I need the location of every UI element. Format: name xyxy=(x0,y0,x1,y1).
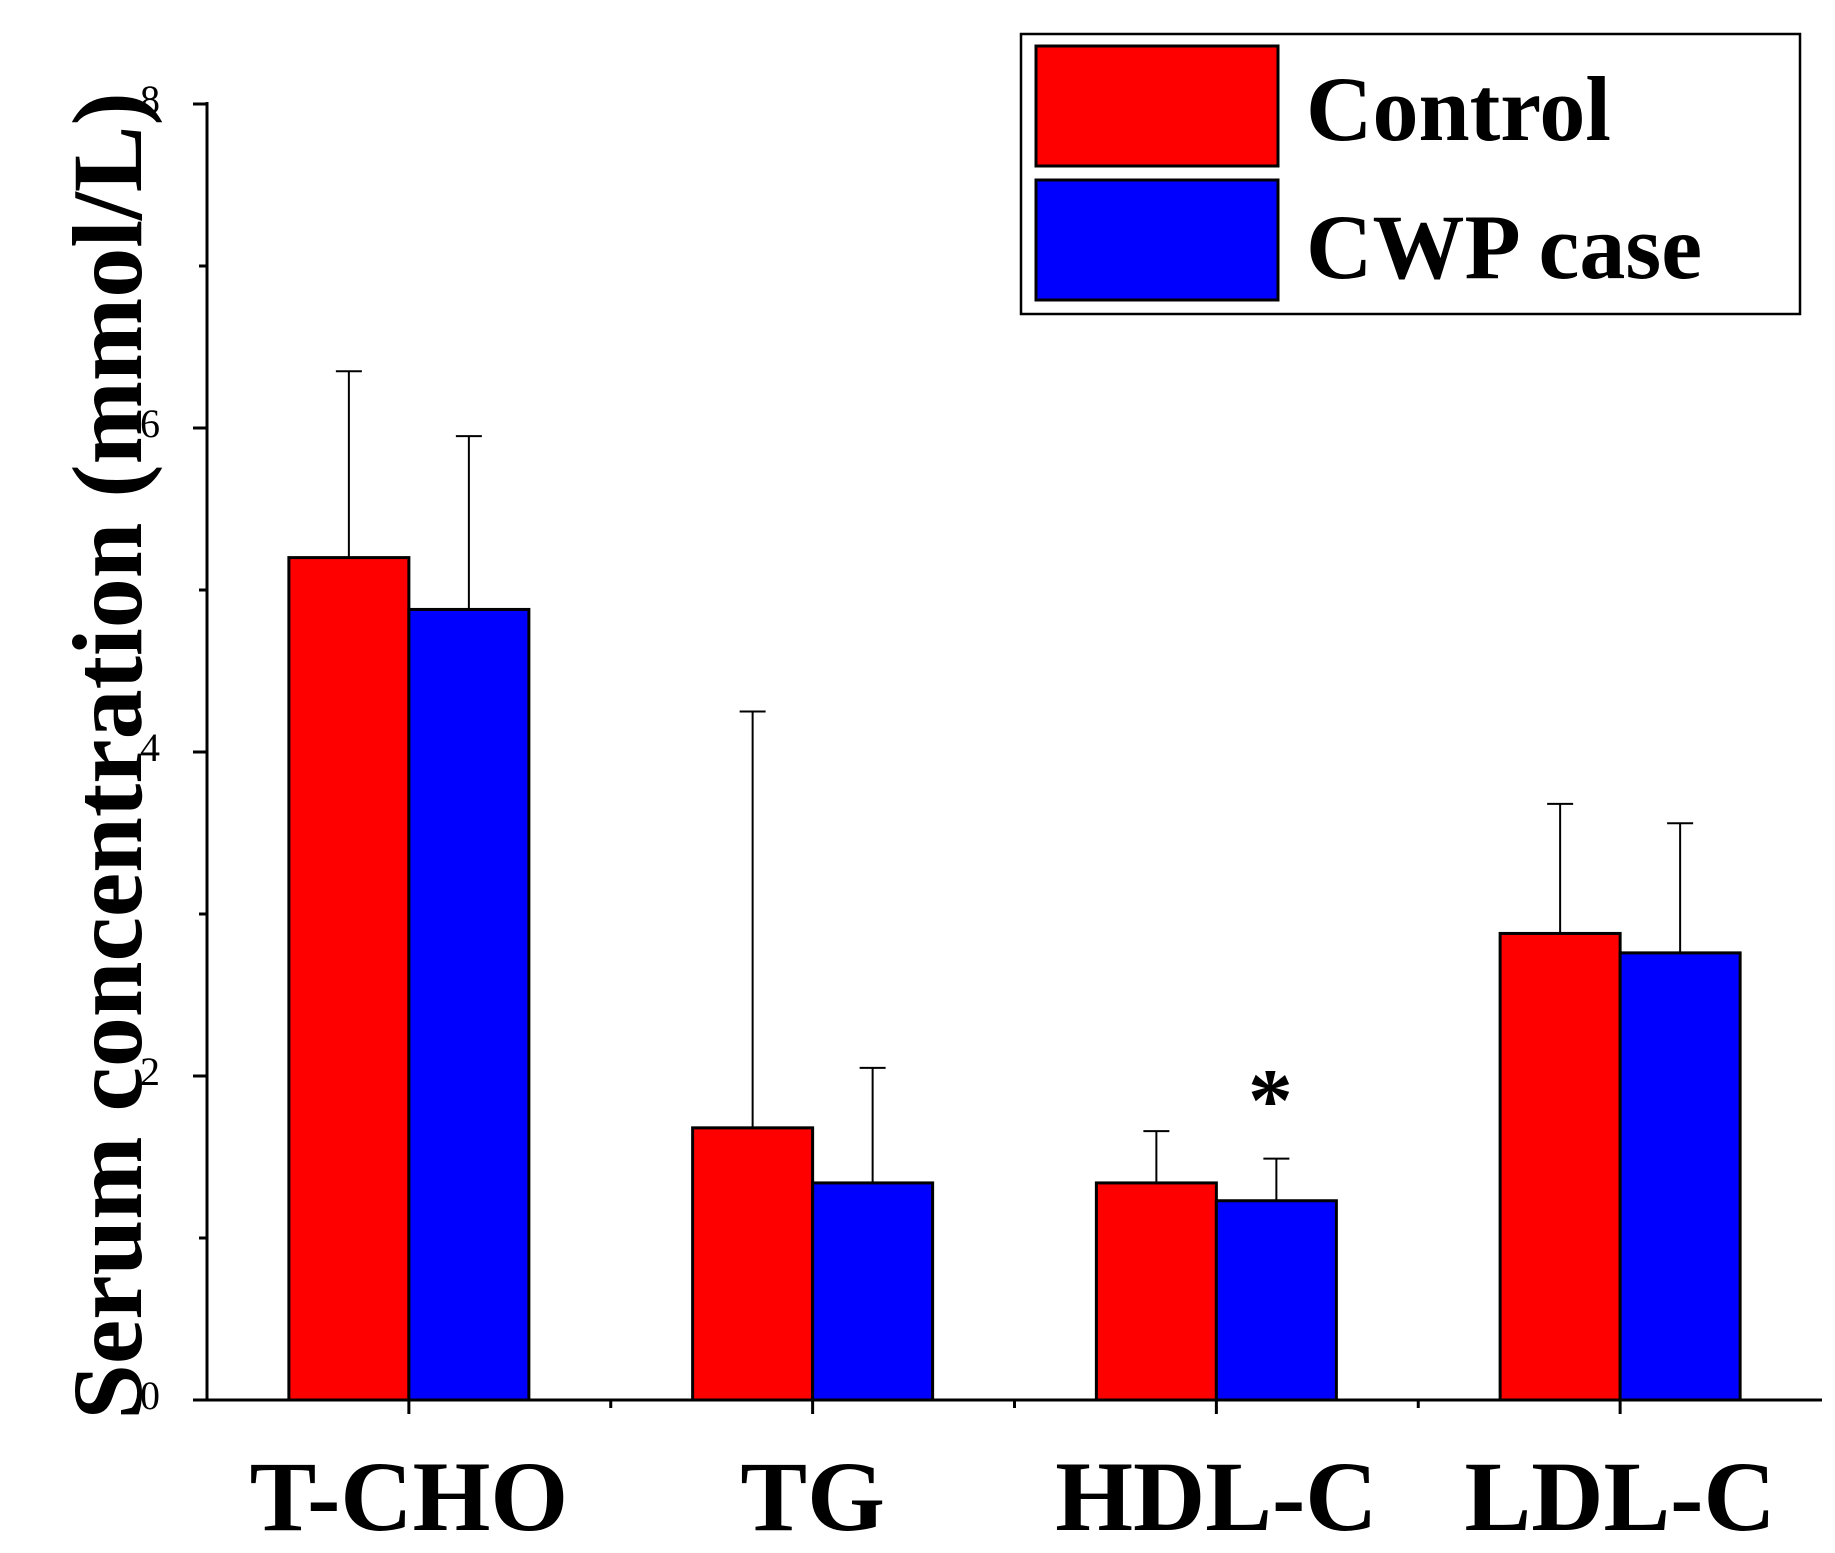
y-tick-label-6: 6 xyxy=(140,401,160,446)
x-tick-label-t-cho: T-CHO xyxy=(250,1441,569,1552)
bar-hdl-c-control xyxy=(1094,1181,1218,1402)
x-tick-label-tg: TG xyxy=(740,1441,884,1552)
legend-swatch-cwp-case xyxy=(1034,178,1280,302)
bar-hdl-c-cwp-case xyxy=(1214,1199,1338,1402)
y-tick-label-4: 4 xyxy=(140,725,160,770)
bar-ldl-c-control xyxy=(1498,931,1622,1402)
legend: Control CWP case xyxy=(1019,32,1802,316)
y-tick-label-0: 0 xyxy=(140,1373,160,1418)
legend-swatch-control xyxy=(1034,44,1280,168)
bar-tg-cwp-case xyxy=(811,1181,935,1402)
bar-tg-control xyxy=(691,1126,815,1402)
bar-ldl-c-cwp-case xyxy=(1618,951,1742,1402)
bar-t-cho-cwp-case xyxy=(407,607,531,1402)
y-axis-label: Serum concentration (mmol/L) xyxy=(52,92,163,1420)
x-tick-label-ldl-c: LDL-C xyxy=(1465,1441,1776,1552)
y-tick-label-2: 2 xyxy=(140,1049,160,1094)
y-tick-label-8: 8 xyxy=(140,77,160,122)
bars-layer: * xyxy=(287,370,1742,1402)
legend-label-control: Control xyxy=(1306,58,1611,160)
x-tick-label-hdl-c: HDL-C xyxy=(1055,1441,1377,1552)
legend-label-cwp-case: CWP case xyxy=(1306,196,1702,298)
bar-t-cho-control xyxy=(287,556,411,1402)
axes-layer: 0 2 4 6 8 T-CHO TG HDL-C LDL-C xyxy=(140,77,1822,1552)
significance-marker-hdl-c: * xyxy=(1248,1052,1293,1151)
